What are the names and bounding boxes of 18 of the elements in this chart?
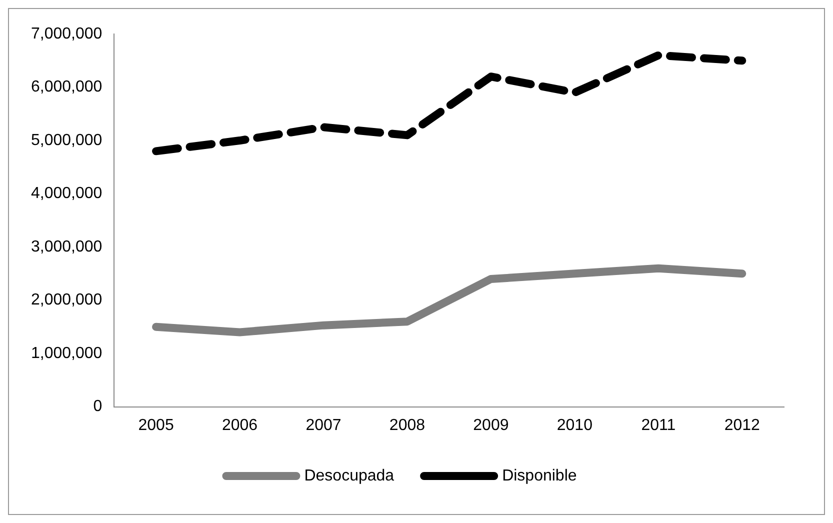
y-tick-label: 0 [93, 398, 102, 416]
y-tick-label: 4,000,000 [30, 185, 102, 202]
legend-label: Desocupada [304, 467, 394, 484]
x-tick-label: 2005 [138, 416, 174, 434]
y-tick-label: 5,000,000 [30, 132, 102, 149]
x-tick-label: 2008 [389, 416, 426, 434]
y-tick-label: 6,000,000 [30, 78, 102, 96]
y-tick-label: 3,000,000 [30, 238, 102, 256]
legend-label: Disponible [502, 467, 577, 484]
x-tick-label: 2009 [473, 416, 509, 434]
x-tick-label: 2006 [222, 416, 258, 434]
y-tick-label: 7,000,000 [30, 25, 102, 42]
y-tick-label: 2,000,000 [30, 292, 102, 309]
x-tick-label: 2007 [306, 416, 342, 434]
x-tick-label: 2012 [724, 416, 760, 434]
x-tick-label: 2010 [556, 416, 593, 434]
y-tick-label: 1,000,000 [30, 344, 102, 362]
x-tick-label: 2011 [641, 416, 676, 434]
